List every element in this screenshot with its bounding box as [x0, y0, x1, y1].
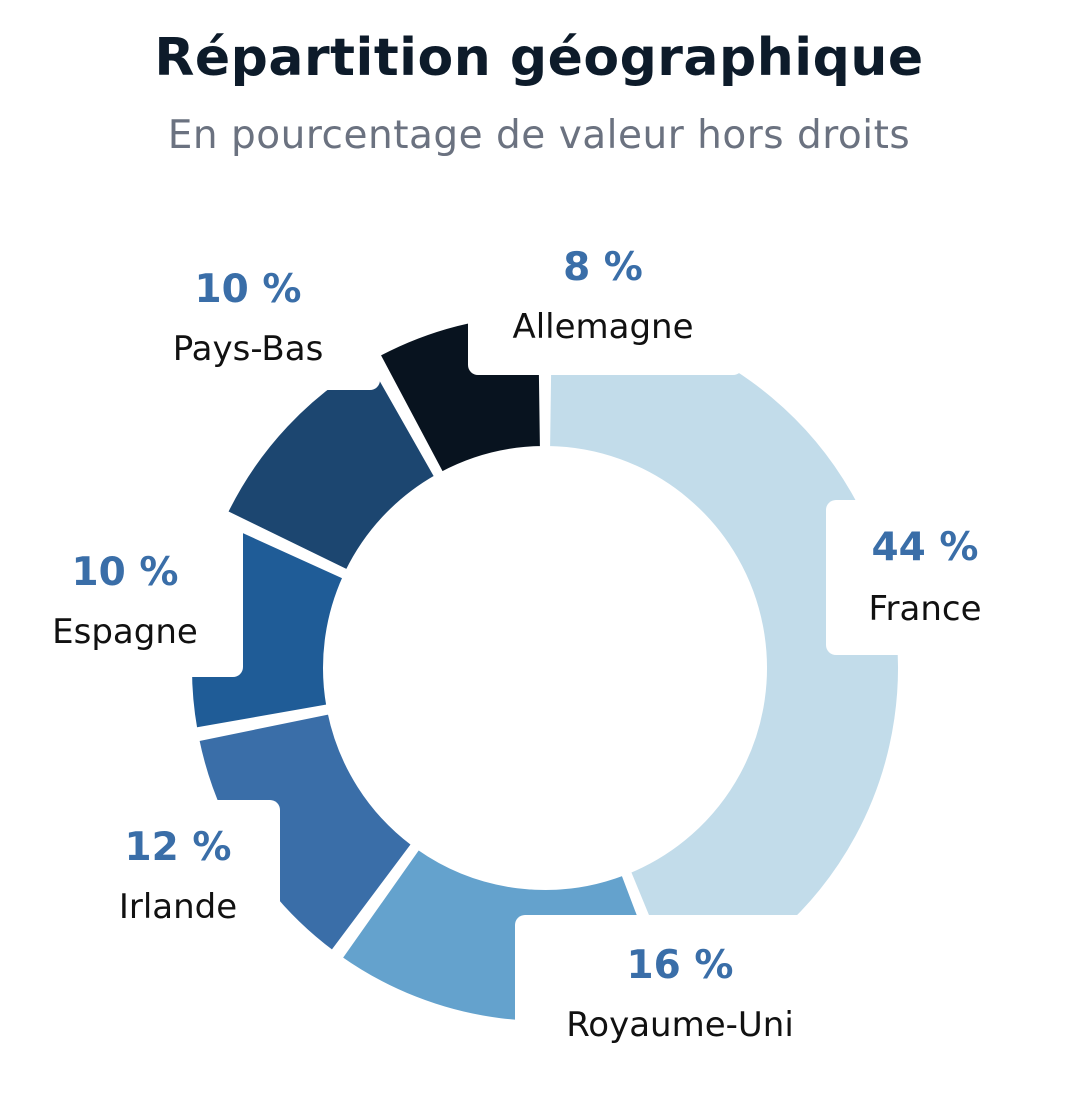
label-box-pays-bas [118, 240, 380, 390]
donut-labels: 44 % France 16 % Royaume-Uni 12 % Irlande 10 %… [15, 220, 1016, 1065]
label-box-espagne [15, 522, 243, 677]
category-label-espagne: Espagne [52, 612, 198, 652]
value-label-france: 44 % [872, 525, 979, 570]
category-label-france: France [868, 589, 981, 629]
value-label-allemagne: 8 % [563, 245, 643, 290]
value-label-espagne: 10 % [72, 550, 179, 595]
label-box-france [826, 500, 1016, 655]
category-label-allemagne: Allemagne [512, 307, 693, 347]
label-box-irlande [65, 800, 280, 950]
value-label-irlande: 12 % [125, 825, 232, 870]
value-label-royaume-uni: 16 % [627, 943, 734, 988]
chart-subtitle: En pourcentage de valeur hors droits [167, 113, 911, 158]
label-box-allemagne [468, 220, 743, 375]
chart-title: Répartition géographique [154, 28, 924, 88]
label-box-royaume-uni [515, 915, 850, 1065]
value-label-pays-bas: 10 % [195, 267, 302, 312]
category-label-royaume-uni: Royaume-Uni [566, 1005, 794, 1045]
category-label-irlande: Irlande [119, 887, 237, 927]
category-label-pays-bas: Pays-Bas [173, 329, 324, 369]
